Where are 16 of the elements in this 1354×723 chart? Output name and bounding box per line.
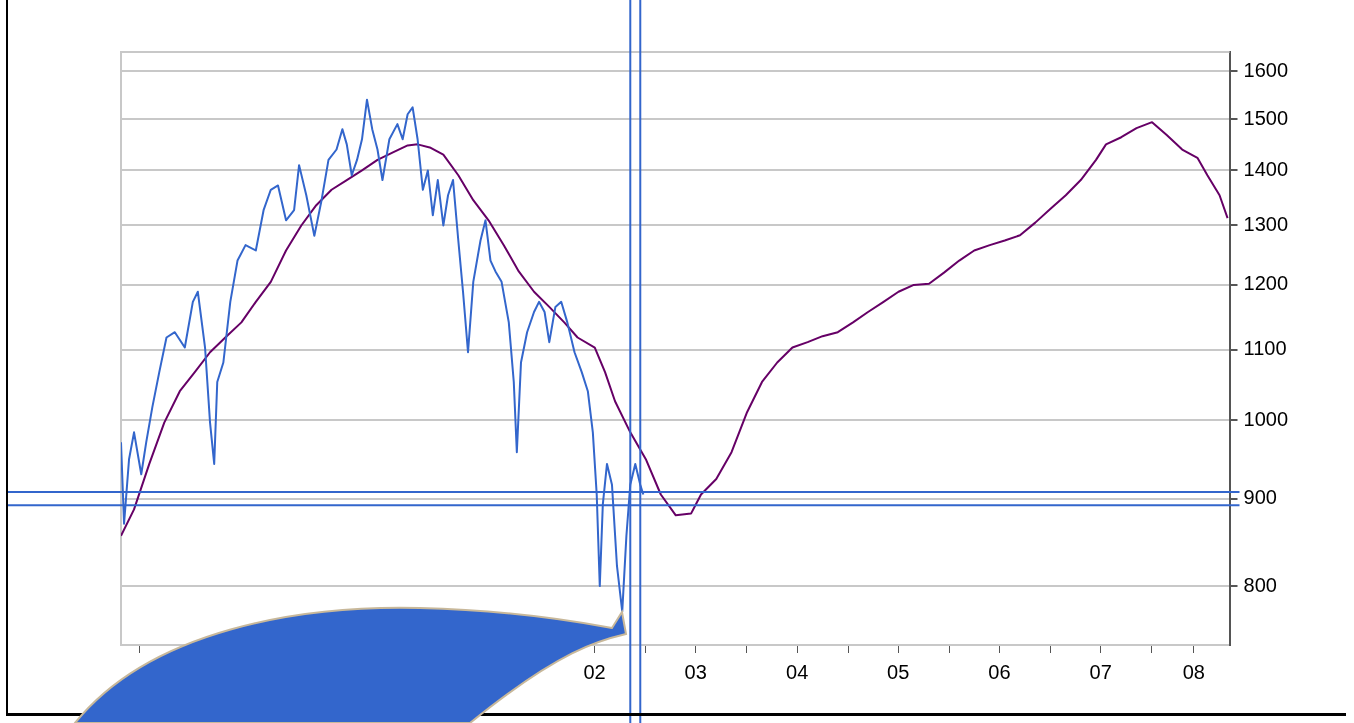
y-tick-label: 1000 — [1243, 407, 1289, 430]
y-tick-label: 1300 — [1243, 212, 1289, 235]
y-tick-label: 1100 — [1243, 337, 1287, 360]
y-tick-label: 1500 — [1243, 106, 1289, 129]
y-tick-label: 1600 — [1243, 58, 1289, 81]
x-tick-label: 08 — [1182, 660, 1205, 683]
x-tick-label: 06 — [988, 660, 1011, 683]
x-tick-label: 07 — [1089, 660, 1112, 683]
y-tick-label: 800 — [1243, 573, 1277, 596]
x-tick-label: 03 — [684, 660, 707, 683]
x-tick-label: 04 — [786, 660, 809, 683]
y-tick-label: 1400 — [1243, 157, 1289, 180]
y-tick-label: 1200 — [1243, 272, 1289, 295]
x-tick-label: 05 — [887, 660, 910, 683]
y-tick-label: 900 — [1243, 486, 1277, 509]
x-tick-label: 02 — [583, 660, 606, 683]
